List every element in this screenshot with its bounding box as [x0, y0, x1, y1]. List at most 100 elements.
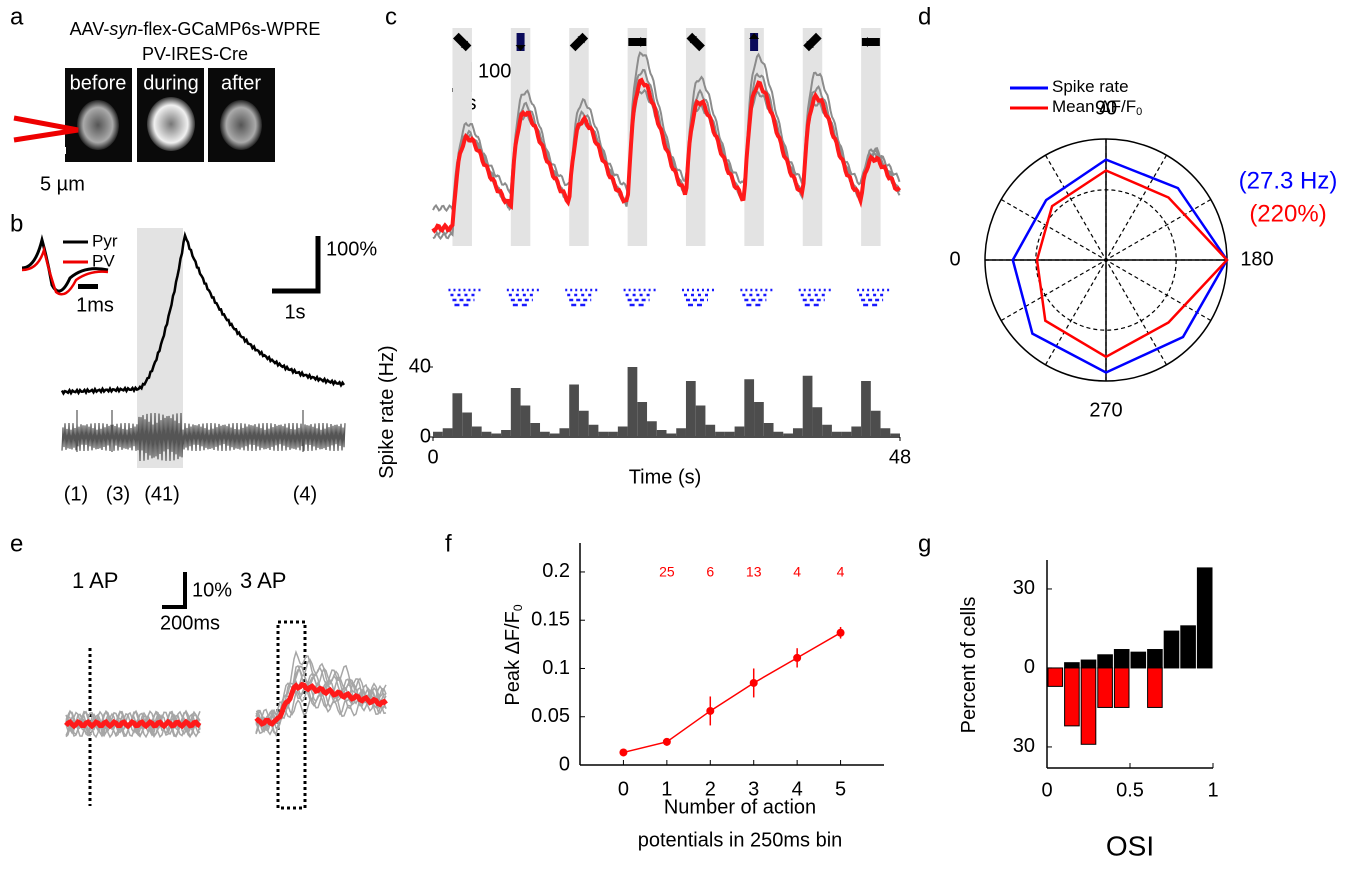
histogram-bar [812, 407, 823, 437]
panel-a: AAV-syn-flex-GCaMP6s-WPRE PV-IRES-Cre be… [13, 19, 321, 195]
histogram-bar [647, 421, 657, 437]
legend-sub: 0 [1136, 106, 1142, 118]
construct-part: -flex-GCaMP6s-WPRE [137, 19, 320, 39]
histogram-bar [481, 431, 492, 437]
x-axis-label: potentials in 250ms bin [638, 829, 843, 851]
panel-c: 100% 2s [431, 28, 902, 307]
legend-label: PV [92, 251, 115, 270]
spike-count: (41) [144, 483, 180, 505]
polar-line [1035, 169, 1229, 359]
y-tick-label: 0.2 [542, 560, 570, 582]
x-tick-label: 4 [792, 778, 803, 800]
panel-letter: e [10, 530, 23, 557]
bar [1147, 667, 1163, 708]
angle-label: 180 [1240, 248, 1273, 270]
cell [77, 100, 119, 150]
y-axis-label-text: Peak ΔF/F [502, 611, 524, 706]
y-tick-label: 0.1 [542, 657, 570, 679]
scale-label: 100% [326, 238, 377, 260]
stimulus-icon [749, 33, 760, 51]
construct-part: AAV- [70, 19, 110, 39]
scale-bar [272, 236, 321, 294]
histogram-bar [627, 367, 638, 437]
count-label: 4 [793, 564, 801, 580]
construct-label: AAV-syn-flex-GCaMP6s-WPRE [70, 19, 321, 39]
histogram-bar [608, 431, 618, 437]
stimulus-arrow [460, 40, 469, 49]
histogram-bar [578, 410, 589, 437]
histogram-bar [802, 375, 813, 437]
trace [65, 710, 201, 738]
histogram-bar [559, 428, 570, 437]
y-tick-label: 0.05 [531, 705, 570, 727]
histogram-bar [462, 412, 472, 437]
waveform [21, 234, 109, 293]
calcium-trace [431, 77, 902, 234]
x-tick-label: 2 [705, 778, 716, 800]
y-tick-label: 0 [420, 425, 431, 447]
bar [1080, 667, 1097, 745]
calcium-trace [60, 231, 346, 396]
count-label: 25 [659, 564, 675, 580]
histogram-bar [510, 388, 521, 437]
cell [147, 97, 195, 151]
bar [1097, 654, 1113, 669]
x-tick-label: 0.5 [1116, 779, 1144, 801]
y-axis-label: Peak ΔF/F0 [502, 604, 525, 706]
y-axis-label-text: Spike rate (Hz) [376, 345, 398, 478]
bar [1097, 667, 1113, 708]
histogram-bar [433, 431, 443, 437]
bar [1163, 630, 1180, 669]
histogram-bar [588, 424, 599, 437]
x-axis-label: Number of action [664, 796, 816, 818]
histogram-bar [734, 426, 745, 437]
histogram-bar [851, 426, 862, 437]
construct-label: PV-IRES-Cre [142, 44, 248, 64]
x-tick-label: 1 [661, 778, 672, 800]
count-label: 4 [837, 564, 845, 580]
panel-letter: c [385, 3, 397, 30]
stimulus-shade [802, 28, 823, 246]
legend-label: Pyr [92, 231, 118, 250]
stimulus-arrow [861, 37, 868, 47]
legend-label: Mean ΔF/F0 [1052, 97, 1142, 117]
bar [1064, 667, 1080, 727]
data-line [623, 632, 841, 754]
histogram-bar [841, 431, 852, 437]
histogram-bar [471, 426, 482, 437]
histogram-bar [617, 426, 628, 437]
histogram-bar [637, 402, 648, 437]
stimulus-icon [569, 32, 589, 52]
scale-bar [162, 572, 187, 609]
y-tick-label: 0 [1024, 656, 1035, 678]
stimulus-shade [569, 28, 589, 246]
histogram-bar [783, 433, 793, 437]
histogram-bar [491, 433, 502, 437]
histogram-bar [666, 433, 677, 437]
scale-label: 10% [192, 579, 232, 601]
angle-label: 270 [1089, 399, 1122, 421]
stimulus-icon [803, 32, 822, 52]
count-label: 6 [706, 564, 714, 580]
y-tick-label: 0.15 [531, 608, 570, 630]
data-point [619, 748, 628, 757]
stimulus-arrow [806, 40, 814, 49]
stimulus-icon [628, 37, 647, 47]
angle-label: 0 [949, 248, 960, 270]
histogram-bar [831, 431, 842, 437]
pipette [13, 115, 79, 143]
stimulus-icon [452, 32, 472, 52]
stimulus-icon [515, 33, 526, 51]
stimulus-arrow [640, 37, 647, 47]
histogram-bar [695, 405, 706, 437]
histogram-bar [744, 379, 755, 437]
panel-e: 1 AP 3 AP 10% 200ms [64, 568, 388, 810]
histogram-bar [715, 431, 725, 437]
histogram-bar [705, 424, 716, 437]
histogram-bar [724, 431, 735, 437]
trace [255, 649, 387, 738]
x-tick-label: 3 [748, 778, 759, 800]
histogram-bar [792, 428, 803, 437]
